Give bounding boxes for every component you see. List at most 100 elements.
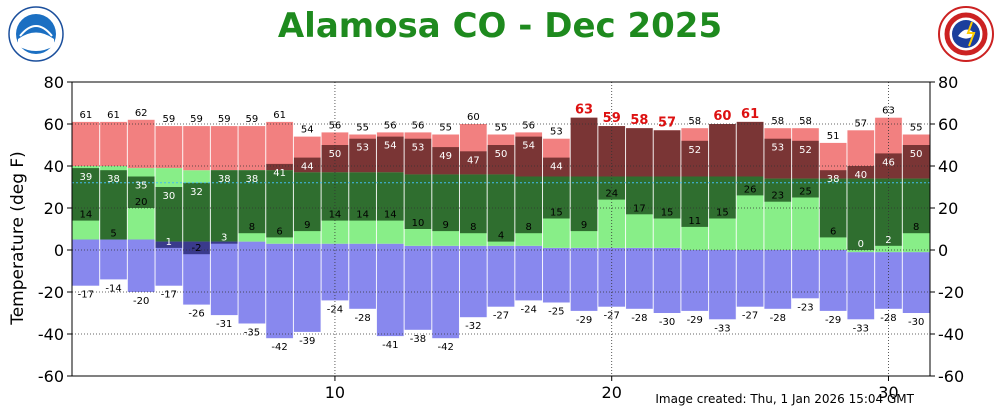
y-tick-label-left: 40 [44,157,64,176]
y-tick-label-left: -40 [38,325,64,344]
record-low-label: -42 [437,342,453,353]
record-low-band [653,247,681,313]
observed-above-normal [542,157,571,177]
observed-above-normal [680,140,709,177]
record-high-band [265,121,294,171]
record-low-band [321,243,349,301]
record-low-label: -26 [188,309,204,320]
record-high-label: 53 [550,127,563,138]
high-label: 46 [882,157,895,168]
observed-above-normal [846,166,875,179]
observed-normal-range [265,170,294,238]
record-high-label-new: 63 [575,103,593,118]
y-tick-label-right: 40 [938,157,958,176]
low-label: 6 [830,226,836,237]
record-low-label: -24 [521,304,537,315]
record-high-band [99,121,128,166]
record-low-band [763,250,792,309]
low-label: 9 [304,220,310,231]
observed-above-normal [348,138,377,173]
record-low-label: -20 [133,296,149,307]
record-low-band [127,239,156,292]
y-tick-label-right: 80 [938,73,958,92]
high-label: 54 [522,141,535,152]
record-low-label: -28 [880,313,896,324]
observed-normal-range [846,178,875,250]
record-high-label: 56 [522,120,535,131]
record-high-label: 54 [301,125,314,136]
observed-above-normal [431,147,460,175]
observed-above-normal [625,128,654,177]
image-created-footer: Image created: Thu, 1 Jan 2026 15:04 GMT [655,392,914,406]
observed-above-normal [763,138,792,179]
observed-normal-range [155,187,183,242]
y-tick-label-left: 20 [44,199,64,218]
record-low-band [708,250,737,320]
low-label: 8 [470,222,476,233]
observed-above-normal [736,121,764,177]
low-label: 11 [688,216,701,227]
y-tick-label-left: 60 [44,115,64,134]
low-label: 26 [744,184,757,195]
high-label: 44 [301,162,314,173]
record-low-band [736,250,764,307]
record-high-label-new: 59 [603,111,621,126]
observed-above-normal [819,170,847,179]
observed-normal-range [72,168,100,221]
record-low-label: -27 [493,311,509,322]
low-label: 17 [633,203,646,214]
record-low-label: -23 [797,302,813,313]
record-high-band [238,126,266,171]
observed-above-normal [487,145,515,175]
observed-normal-range [127,176,156,208]
low-label: 15 [716,208,729,219]
high-label: 52 [688,145,701,156]
high-label: 44 [550,162,563,173]
observed-above-normal [293,157,322,173]
data-labels-layer: 613914-1761385-14623520-2059301-175932-2… [78,103,925,354]
record-low-label: -29 [576,315,592,326]
x-tick-label: 20 [602,383,622,402]
record-low-band [625,247,654,309]
record-low-band [265,243,294,339]
observed-above-normal [791,140,820,179]
record-low-band [902,252,930,313]
record-high-label-new: 58 [630,113,648,128]
high-label: 50 [329,149,342,160]
bars-layer [71,82,930,376]
observed-above-normal [404,138,432,175]
record-low-band [459,245,488,318]
observed-normal-range [597,176,626,200]
observed-normal-range [902,178,930,234]
record-high-label-new: 61 [741,107,759,122]
low-label: 8 [913,222,919,233]
y-tick-label-left: -60 [38,367,64,386]
record-low-band [846,252,875,320]
record-low-label: -38 [410,334,426,345]
record-low-label: -42 [271,342,287,353]
record-high-label-new: 57 [658,115,676,130]
high-label: 38 [246,174,259,185]
record-high-label: 59 [190,114,203,125]
observed-normal-range [238,170,266,234]
record-high-label: 55 [356,123,369,134]
low-label: 23 [771,191,784,202]
record-low-label: -17 [78,290,94,301]
record-high-label: 61 [273,110,286,121]
low-label: 3 [221,233,227,244]
observed-normal-range [736,176,764,196]
record-high-band [155,126,183,169]
record-low-band [570,247,598,311]
low-label: 24 [605,189,618,200]
high-label: 47 [467,155,480,166]
observed-normal-range [542,176,571,219]
low-label: 8 [249,222,255,233]
high-label: 38 [218,174,231,185]
record-high-label: 61 [79,110,92,121]
record-low-label: -29 [825,315,841,326]
high-label: 32 [190,187,203,198]
record-low-label: -32 [465,321,481,332]
record-high-label: 51 [827,131,840,142]
observed-above-normal [514,136,543,177]
low-label: 15 [550,208,563,219]
